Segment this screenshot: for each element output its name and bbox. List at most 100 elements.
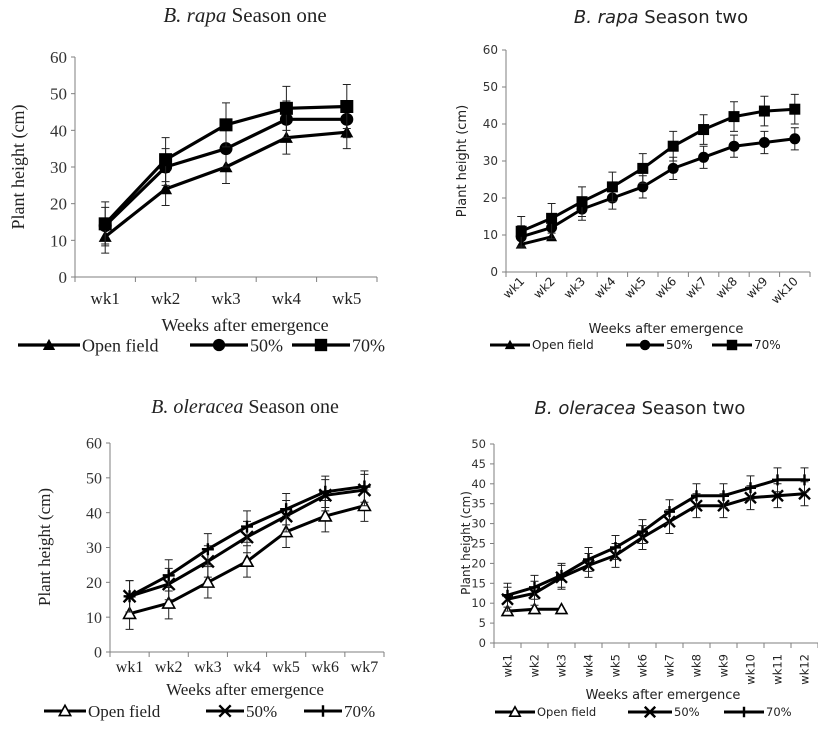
series-2 (501, 481, 811, 612)
x-tick-label: wk6 (312, 659, 340, 676)
data-point (159, 153, 173, 167)
legend-marker (212, 338, 226, 352)
legend-item-2: 50% (206, 702, 277, 721)
series-3 (123, 470, 371, 613)
data-point (280, 503, 293, 516)
chart-title: B. rapa Season one (163, 3, 326, 27)
y-tick-label: 40 (471, 477, 486, 491)
data-point (241, 520, 253, 533)
chart-panel-4: B. oleracea Season two 0 5 10 15 20 25 30 35 40 45… (459, 398, 818, 719)
chart-title-italic: B. oleracea (535, 398, 636, 419)
series-line (507, 492, 805, 601)
data-point (546, 212, 558, 224)
data-point (610, 541, 621, 553)
legend-item-2: 50% (626, 338, 693, 352)
legend-label: 70% (344, 702, 375, 721)
data-point (201, 543, 214, 556)
x-tick-label: wk6 (652, 274, 679, 301)
x-tick-label: wk12 (798, 654, 812, 685)
x-tick-label: wk8 (713, 274, 740, 301)
x-tick-label: wk4 (233, 659, 261, 676)
x-tick-label: wk3 (211, 289, 240, 308)
legend-item-3: 70% (724, 705, 792, 719)
y-tick-label: 60 (86, 436, 102, 453)
data-point (200, 574, 216, 588)
chart-title-italic: B. oleracea (151, 396, 243, 418)
legend-label: Open field (88, 702, 161, 721)
x-tick-label: wk3 (194, 659, 222, 676)
data-point (219, 142, 233, 156)
data-point (340, 100, 354, 113)
x-tick-label: wk6 (636, 654, 650, 677)
data-point (358, 480, 371, 493)
series-2 (98, 100, 354, 245)
legend-item-3: 70% (292, 335, 385, 355)
data-point (515, 225, 527, 237)
x-tick-label: wk8 (690, 654, 704, 677)
x-tick-label: wk4 (582, 654, 596, 677)
series-3 (515, 93, 801, 247)
data-point (664, 506, 675, 518)
x-tick-label: wk2 (155, 659, 183, 676)
data-point (123, 590, 136, 603)
y-tick-label: 15 (471, 576, 486, 590)
y-tick-label: 45 (471, 457, 486, 471)
legend-label: Open field (537, 705, 596, 719)
data-point (576, 196, 588, 208)
chart-title: B. oleracea Season two (535, 398, 746, 419)
legend-item-3: 70% (304, 702, 375, 721)
legend-marker (726, 339, 738, 351)
data-point (789, 103, 801, 115)
legend-label: 70% (766, 705, 792, 719)
x-tick-label: wk10 (768, 274, 801, 307)
y-tick-label: 30 (471, 517, 486, 531)
data-point (745, 482, 756, 494)
chart-title: B. rapa Season two (574, 7, 748, 28)
data-point (554, 602, 569, 615)
y-tick-label: 50 (86, 470, 102, 487)
series-1 (500, 602, 569, 617)
x-tick-label: wk1 (501, 654, 515, 677)
data-point (239, 553, 255, 568)
chart-title-rest: Season one (226, 3, 326, 27)
series-3 (98, 84, 354, 247)
x-tick-label: wk2 (531, 274, 558, 301)
y-tick-label: 35 (471, 497, 486, 511)
y-tick-label: 40 (50, 121, 67, 140)
legend-marker (314, 338, 328, 352)
y-tick-label: 10 (483, 228, 498, 242)
chart-title-italic: B. rapa (574, 7, 639, 28)
y-tick-label: 60 (50, 48, 67, 67)
data-point (317, 508, 333, 522)
y-tick-label: 0 (490, 265, 498, 279)
data-point (691, 490, 702, 502)
data-point (219, 118, 233, 132)
legend-marker (508, 705, 522, 717)
data-point (529, 581, 540, 593)
data-point (698, 151, 710, 163)
y-tick-label: 30 (86, 540, 102, 557)
chart-title: B. oleracea Season one (151, 396, 339, 418)
legend-marker (639, 339, 651, 351)
legend-label: 50% (666, 338, 693, 352)
legend-label: Open field (532, 338, 594, 352)
x-tick-label: wk5 (622, 274, 649, 301)
y-tick-label: 40 (483, 117, 498, 131)
y-tick-label: 20 (483, 191, 498, 205)
x-axis-label: Weeks after emergence (161, 315, 328, 335)
legend-item-1: Open field (18, 335, 158, 355)
data-point (279, 101, 293, 115)
data-point (728, 111, 740, 123)
data-point (556, 569, 567, 581)
x-tick-label: wk9 (717, 654, 731, 677)
legend-item-1: Open field (490, 338, 594, 352)
data-point (667, 140, 679, 152)
y-tick-label: 20 (86, 575, 102, 592)
y-tick-label: 50 (471, 437, 486, 451)
legend-label: 50% (246, 702, 277, 721)
legend-marker (643, 705, 657, 719)
y-axis-label: Plant height (cm) (35, 488, 54, 606)
series-line (520, 137, 795, 239)
data-point (162, 569, 175, 582)
legend-item-1: Open field (44, 702, 161, 721)
